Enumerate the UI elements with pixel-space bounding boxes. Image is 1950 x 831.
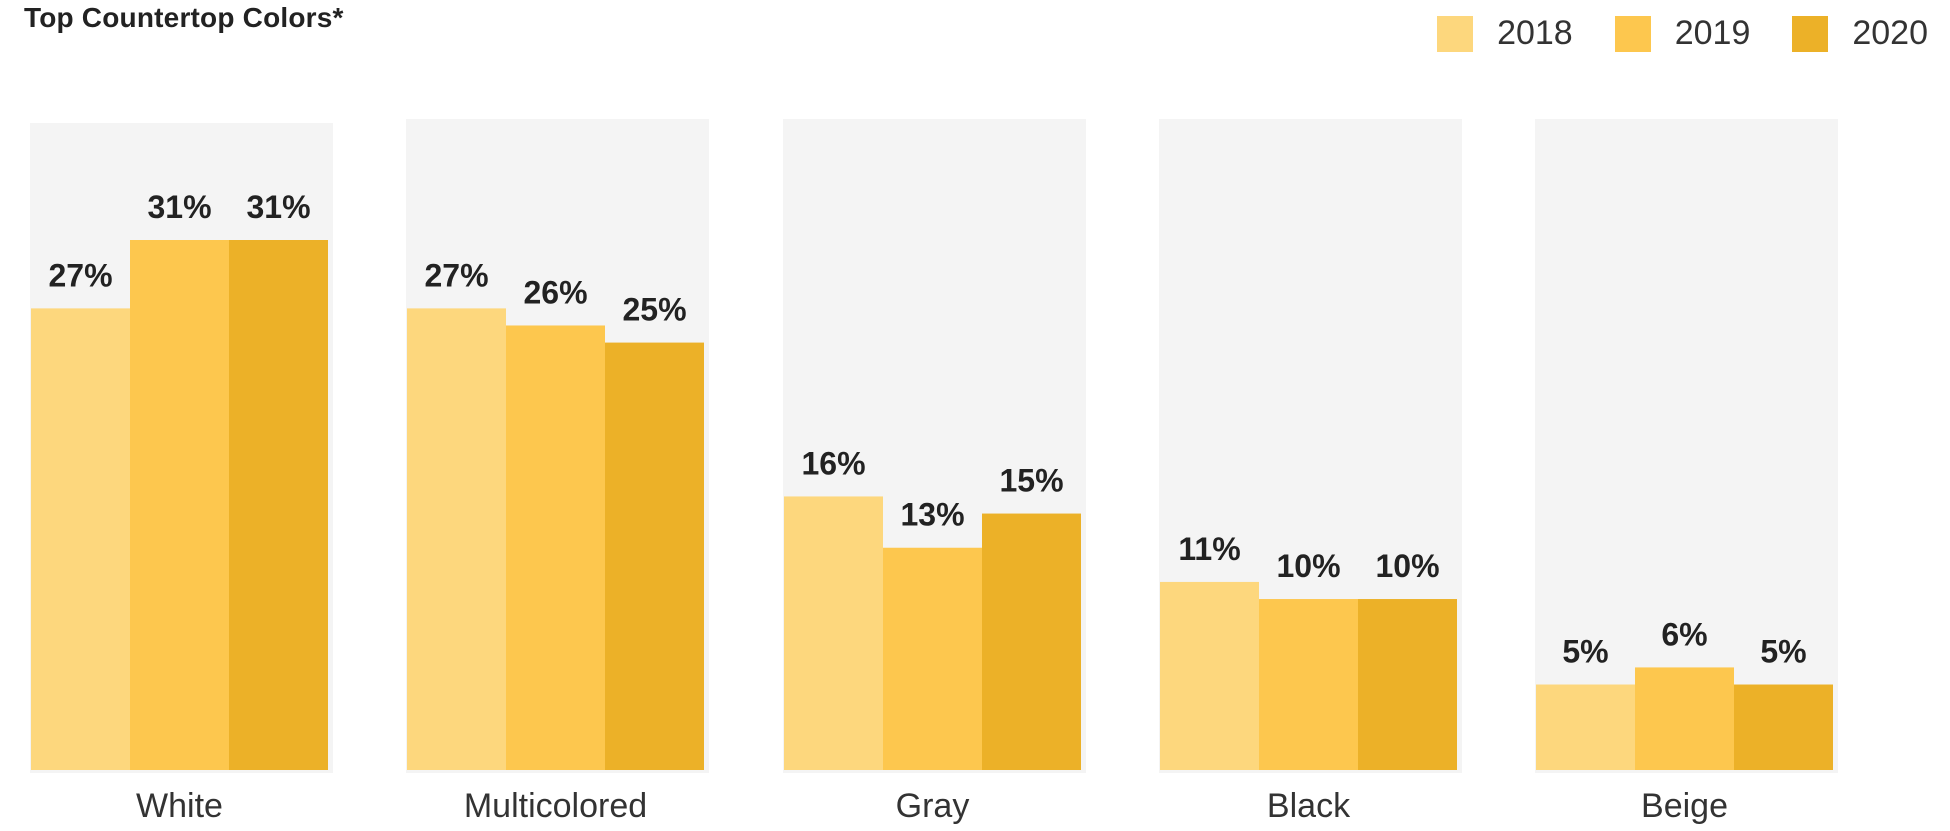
category-label-black: Black <box>1267 787 1351 825</box>
legend-swatch-2019 <box>1614 15 1651 52</box>
bar-black-2019 <box>1259 599 1358 770</box>
chart-legend: 2018 2019 2020 <box>1395 14 1928 53</box>
legend-label-2018: 2018 <box>1497 14 1573 52</box>
category-label-white: White <box>136 787 223 825</box>
bar-white-2020 <box>229 240 328 770</box>
value-label-white-2019: 31% <box>147 189 211 225</box>
bar-beige-2018 <box>1536 684 1635 770</box>
bar-gray-2020 <box>982 513 1081 770</box>
value-label-black-2019: 10% <box>1276 548 1340 584</box>
legend-item-2018: 2018 <box>1437 14 1573 53</box>
value-label-black-2020: 10% <box>1375 548 1439 584</box>
category-label-gray: Gray <box>896 787 970 825</box>
value-label-multicolored-2018: 27% <box>424 257 488 293</box>
bar-black-2020 <box>1358 599 1457 770</box>
bar-beige-2020 <box>1734 684 1833 770</box>
chart-title: Top Countertop Colors* <box>24 2 344 33</box>
value-label-beige-2018: 5% <box>1562 634 1608 670</box>
bar-white-2019 <box>130 240 229 770</box>
legend-swatch-2018 <box>1437 15 1474 52</box>
bar-multicolored-2019 <box>506 325 605 770</box>
value-label-black-2018: 11% <box>1178 531 1240 567</box>
legend-label-2019: 2019 <box>1674 14 1751 52</box>
value-label-multicolored-2019: 26% <box>523 274 587 310</box>
bar-multicolored-2020 <box>605 342 704 770</box>
value-label-white-2020: 31% <box>246 189 310 225</box>
value-label-white-2018: 27% <box>48 257 112 293</box>
bar-multicolored-2018 <box>407 308 506 770</box>
bar-beige-2019 <box>1635 667 1734 770</box>
value-label-gray-2018: 16% <box>801 445 865 481</box>
category-label-multicolored: Multicolored <box>464 787 647 825</box>
legend-label-2020: 2020 <box>1852 14 1928 52</box>
bar-white-2018 <box>31 308 130 770</box>
value-label-gray-2019: 13% <box>900 497 964 533</box>
bar-gray-2018 <box>784 496 883 770</box>
bar-black-2018 <box>1160 581 1259 770</box>
panel-background-beige <box>1535 119 1838 773</box>
value-label-beige-2019: 6% <box>1661 616 1707 652</box>
legend-item-2020: 2020 <box>1792 14 1928 53</box>
category-label-beige: Beige <box>1641 787 1728 825</box>
value-label-gray-2020: 15% <box>999 463 1063 499</box>
legend-item-2019: 2019 <box>1614 14 1751 53</box>
bar-gray-2019 <box>883 547 982 770</box>
value-label-beige-2020: 5% <box>1760 634 1806 670</box>
value-label-multicolored-2020: 25% <box>622 292 686 328</box>
legend-swatch-2020 <box>1792 15 1829 52</box>
